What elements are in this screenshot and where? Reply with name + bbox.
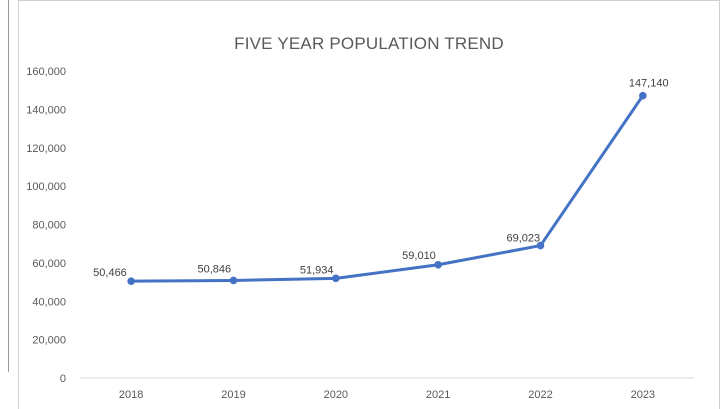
y-tick-label: 60,000 xyxy=(32,258,66,270)
data-label: 147,140 xyxy=(629,78,669,90)
data-label: 50,846 xyxy=(198,263,232,275)
data-point[interactable] xyxy=(332,274,340,283)
x-tick-label: 2019 xyxy=(221,389,245,401)
y-tick-label: 20,000 xyxy=(32,335,66,347)
x-tick-label: 2020 xyxy=(324,389,348,401)
x-tick-label: 2023 xyxy=(631,389,655,401)
data-label: 59,010 xyxy=(402,250,436,262)
chart-title: FIVE YEAR POPULATION TREND xyxy=(234,34,504,53)
x-tick-label: 2022 xyxy=(528,389,552,401)
data-label: 69,023 xyxy=(507,233,541,245)
sheet-gridline xyxy=(8,0,9,372)
y-tick-label: 100,000 xyxy=(26,181,66,193)
y-tick-label: 80,000 xyxy=(32,220,66,232)
y-tick-label: 40,000 xyxy=(32,296,66,308)
y-tick-label: 0 xyxy=(60,373,66,385)
y-tick-label: 140,000 xyxy=(26,104,66,116)
data-point[interactable] xyxy=(229,276,238,285)
y-tick-label: 120,000 xyxy=(26,143,66,155)
series-line xyxy=(131,94,645,283)
data-point[interactable] xyxy=(536,241,545,250)
data-label: 50,466 xyxy=(93,267,127,279)
data-label: 51,934 xyxy=(300,264,334,276)
data-point[interactable] xyxy=(639,91,647,100)
x-tick-label: 2021 xyxy=(426,389,450,401)
x-tick-label: 2018 xyxy=(119,389,143,401)
data-point[interactable] xyxy=(127,277,135,285)
data-point[interactable] xyxy=(434,260,442,269)
y-tick-label: 160,000 xyxy=(26,66,66,78)
chart-area[interactable] xyxy=(18,0,720,409)
